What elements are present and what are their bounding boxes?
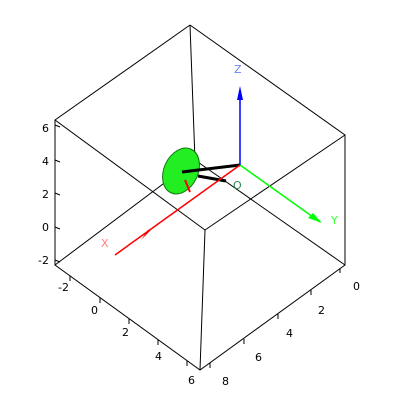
pendulum-rod bbox=[181, 163, 241, 174]
tick-label: 8 bbox=[222, 375, 229, 388]
tick-mark bbox=[54, 192, 61, 196]
tick-label: 4 bbox=[42, 155, 49, 168]
x-axis-label: X bbox=[101, 237, 109, 250]
tick-label: 6 bbox=[255, 351, 262, 364]
tick-label: 4 bbox=[286, 327, 293, 340]
origin-label: O bbox=[233, 179, 242, 192]
tick-mark bbox=[54, 159, 61, 163]
bounding-box bbox=[54, 24, 346, 371]
tick-label: 2 bbox=[42, 188, 49, 201]
box-edge-back-vertical bbox=[189, 24, 196, 161]
disc-shape bbox=[162, 147, 200, 195]
tick-label: -2 bbox=[38, 254, 49, 267]
z-axis bbox=[237, 86, 243, 165]
box-edge-back-right bbox=[194, 159, 346, 266]
tick-label: 2 bbox=[122, 326, 129, 339]
left-depth-tick-marks bbox=[69, 276, 188, 366]
y-axis-line bbox=[239, 164, 321, 223]
y-axis bbox=[239, 164, 322, 223]
tick-label: 2 bbox=[318, 304, 325, 317]
y-axis-arrowhead bbox=[308, 213, 322, 223]
left-depth-tick-labels: -2 0 2 4 6 bbox=[58, 281, 195, 387]
vertical-tick-marks bbox=[54, 124, 61, 263]
x-axis-arrowhead bbox=[141, 228, 153, 240]
tick-mark bbox=[54, 259, 61, 263]
box-edge-top-front bbox=[54, 119, 206, 231]
pendulum-disc bbox=[162, 147, 200, 195]
box-edge-vertical-front bbox=[199, 229, 206, 371]
vertical-tick-labels: 6 4 2 0 -2 bbox=[38, 122, 49, 267]
tick-label: 0 bbox=[353, 280, 360, 293]
z-axis-arrowhead bbox=[237, 86, 243, 100]
right-front-tick-marks bbox=[209, 268, 341, 368]
tick-label: 4 bbox=[155, 350, 162, 363]
tick-label: -2 bbox=[58, 281, 69, 294]
right-front-tick-labels: 8 6 4 2 0 bbox=[222, 280, 360, 388]
box-outline bbox=[54, 24, 346, 371]
tick-label: 6 bbox=[42, 122, 49, 135]
tick-mark bbox=[54, 124, 61, 128]
x-axis-line bbox=[114, 164, 241, 256]
tick-mark bbox=[54, 226, 61, 230]
tick-label: 0 bbox=[42, 221, 49, 234]
x-axis-red-segment bbox=[184, 179, 191, 193]
y-axis-label: Y bbox=[330, 214, 338, 227]
z-axis-label: Z bbox=[234, 63, 242, 76]
tick-label: 6 bbox=[188, 374, 195, 387]
tick-label: 0 bbox=[91, 304, 98, 317]
x-axis bbox=[114, 164, 241, 256]
pendulum-rod-tip bbox=[197, 174, 227, 183]
box-edge-top-right bbox=[204, 134, 346, 231]
